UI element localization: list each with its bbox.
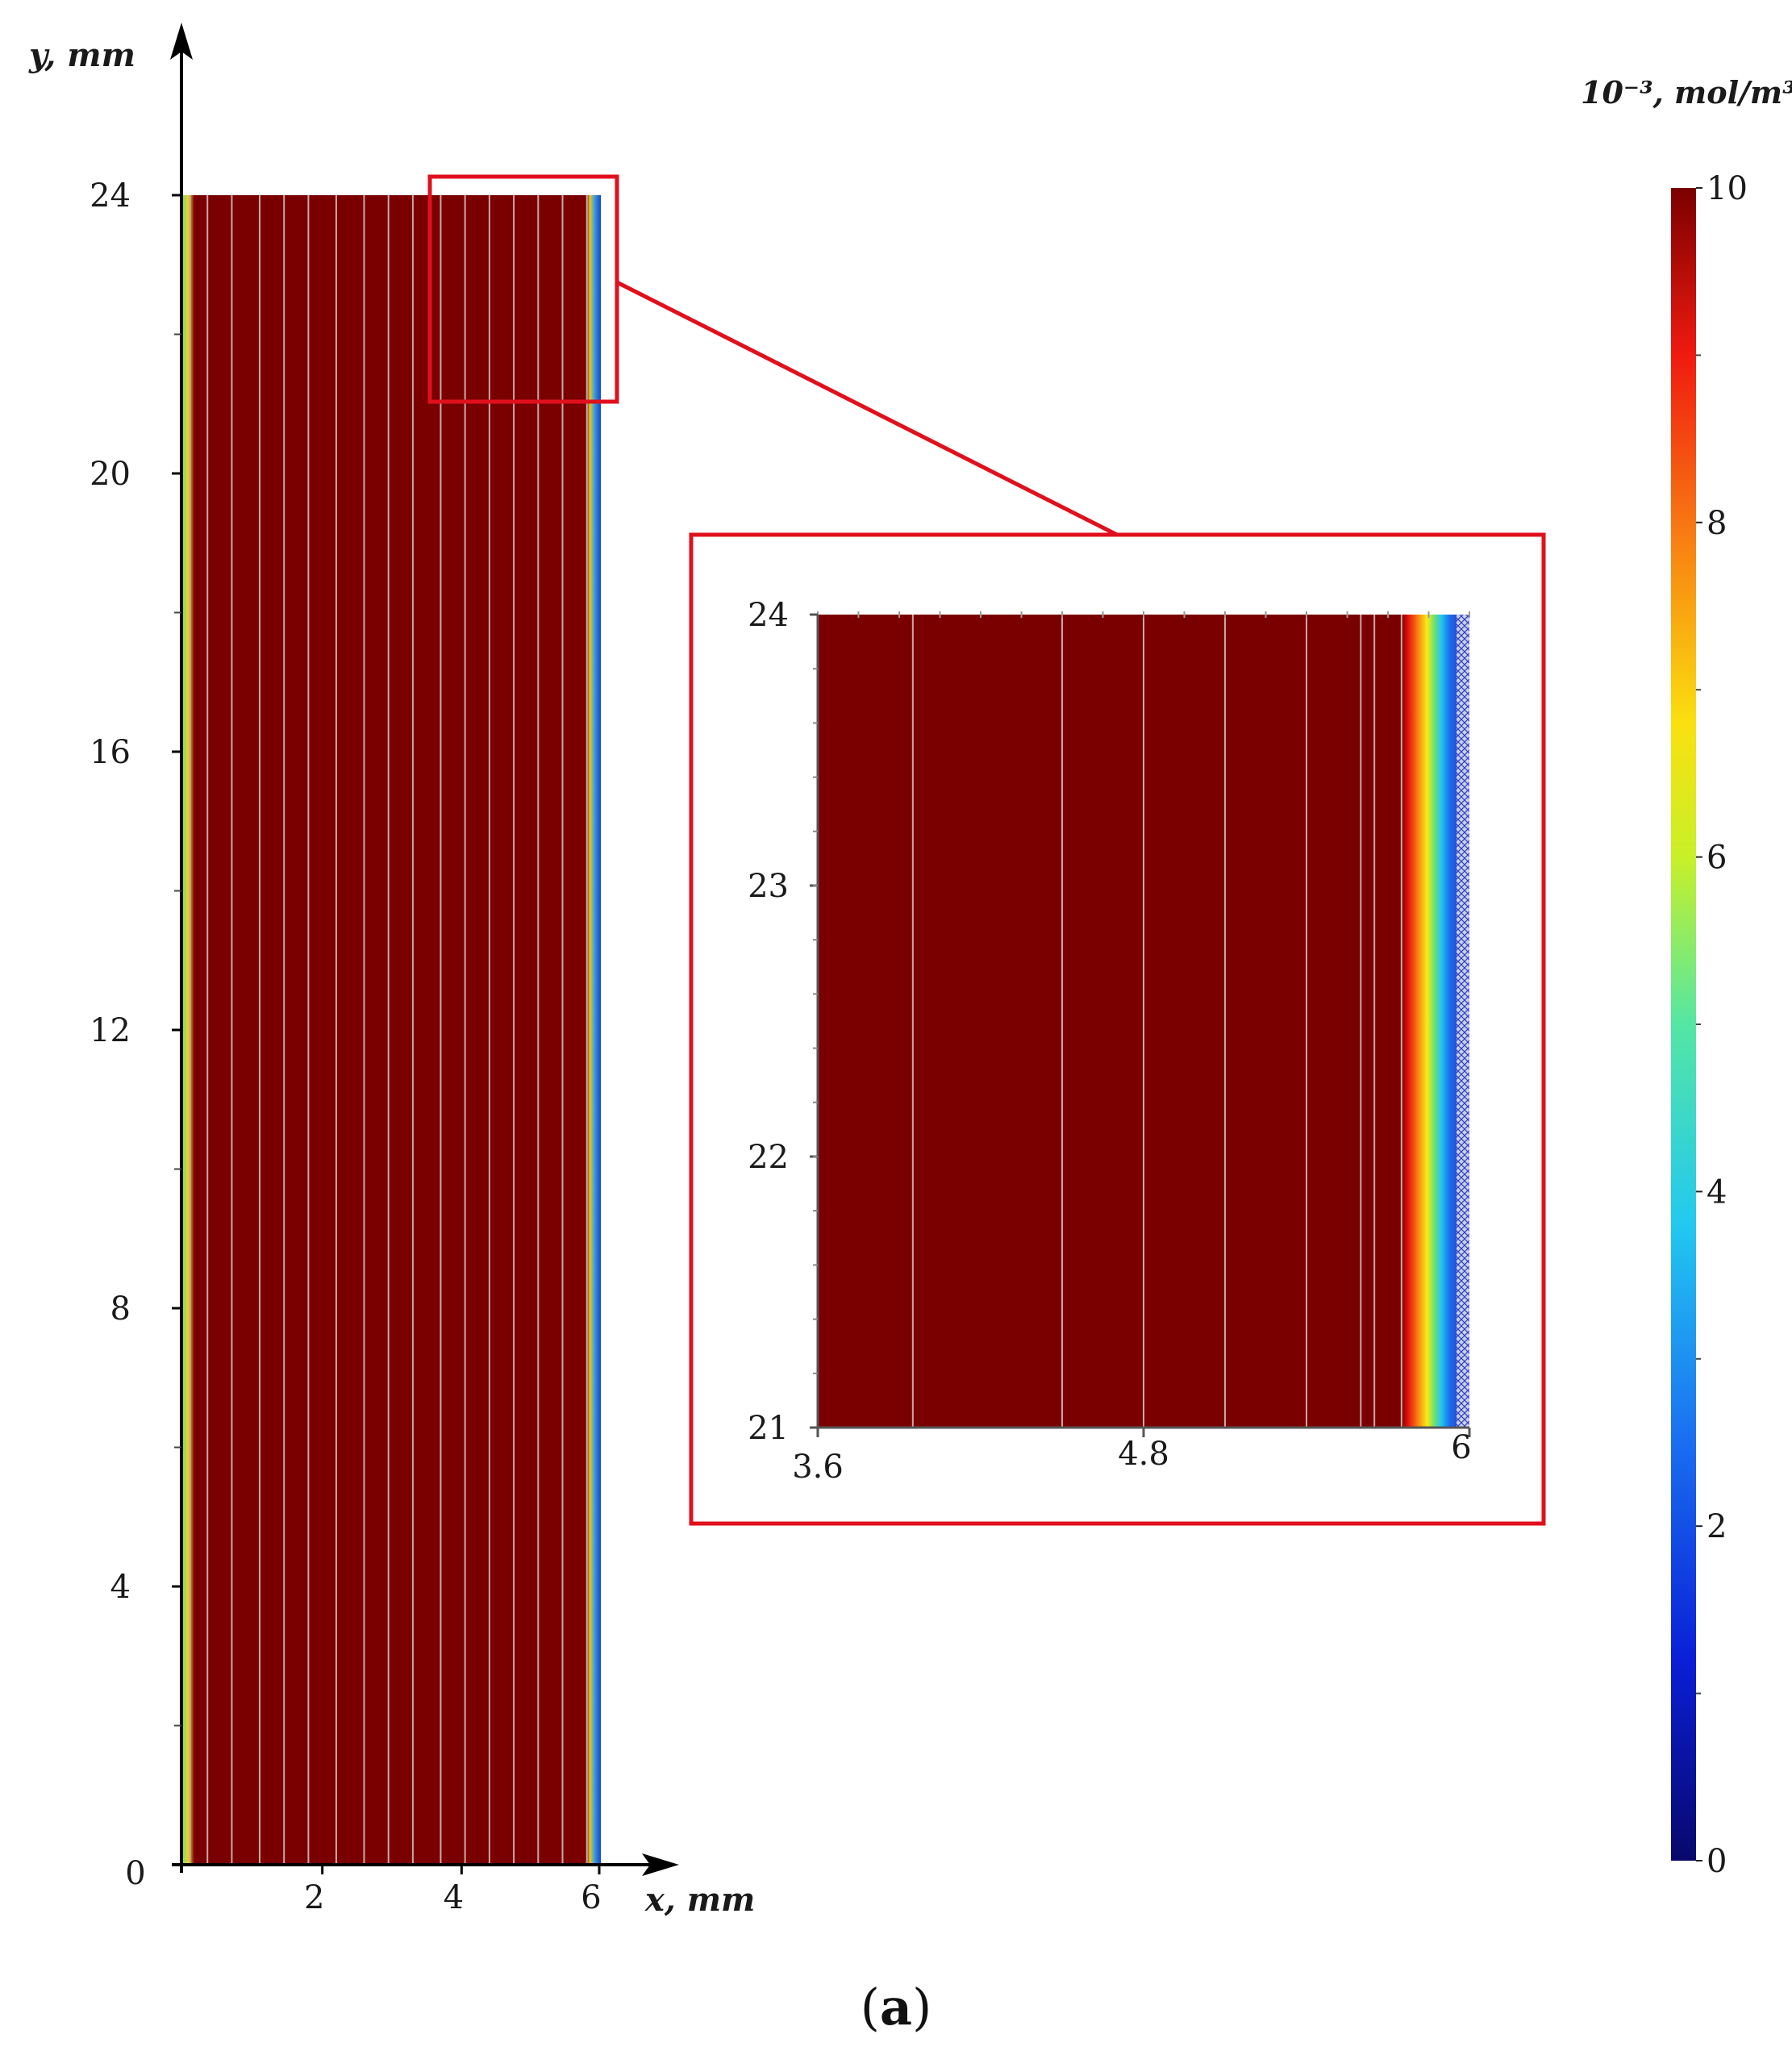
main-mesh-lines — [189, 195, 588, 1863]
colorbar-tick-label: 2 — [1707, 1508, 1727, 1545]
colorbar-ticks: 0 2 4 6 8 10 — [1696, 170, 1748, 1880]
y-axis-arrow-icon — [170, 23, 193, 60]
y-tick-label: 8 — [110, 1290, 131, 1328]
colorbar-unit-label: 10⁻³, mol/m³ — [1581, 74, 1792, 110]
inset-y-ticks: 21 22 23 24 — [748, 597, 818, 1447]
y-tick-label: 24 — [90, 177, 131, 215]
origin-tick-label: 0 — [125, 1855, 145, 1892]
inset-x-tick-label: 6 — [1451, 1429, 1471, 1466]
inset-y-tick-label: 21 — [748, 1410, 789, 1447]
y-tick-label: 20 — [90, 456, 131, 493]
inset-edge-gradient — [1402, 615, 1458, 1428]
colorbar-gradient — [1671, 188, 1696, 1861]
y-tick-label: 16 — [90, 734, 131, 771]
y-axis-label: y, mm — [28, 36, 135, 74]
inset-y-tick-label: 22 — [748, 1139, 789, 1176]
inset-hatched-edge — [1457, 615, 1469, 1428]
zoom-connector-line — [615, 280, 1119, 537]
x-tick-label: 6 — [581, 1879, 601, 1916]
inset-y-tick-label: 24 — [748, 597, 789, 634]
colorbar-tick-label: 6 — [1707, 840, 1727, 877]
colorbar: 10⁻³, mol/m³ 0 2 4 6 8 10 — [1581, 74, 1792, 1880]
inset-zoom-panel: 21 22 23 24 3.6 4.8 6 — [689, 532, 1546, 1526]
colorbar-tick-label: 0 — [1707, 1843, 1727, 1880]
colorbar-tick-label: 10 — [1707, 170, 1748, 207]
inset-x-ticks: 3.6 4.8 6 — [792, 1428, 1472, 1486]
zoom-highlight-box — [427, 174, 619, 404]
main-y-ticks: 04812162024 — [90, 177, 181, 1866]
x-tick-label: 4 — [444, 1879, 464, 1916]
main-right-edge-gradient — [586, 195, 601, 1863]
inset-mesh-lines — [817, 611, 1470, 1428]
inset-x-tick-label: 4.8 — [1118, 1436, 1169, 1473]
inset-x-tick-label: 3.6 — [792, 1449, 844, 1486]
y-tick-label: 4 — [110, 1569, 131, 1606]
x-tick-label: 2 — [304, 1879, 324, 1916]
y-tick-label: 12 — [90, 1012, 131, 1049]
colorbar-tick-label: 4 — [1707, 1174, 1727, 1211]
main-concentration-field — [183, 195, 601, 1863]
main-left-edge-gradient — [183, 195, 194, 1863]
colorbar-tick-label: 8 — [1707, 505, 1727, 542]
x-axis-arrow-icon — [642, 1853, 679, 1876]
inset-y-tick-label: 23 — [748, 868, 789, 905]
x-axis-label: x, mm — [644, 1881, 755, 1919]
main-x-ticks: 2 4 6 0 — [125, 1855, 601, 1916]
figure-caption: (a) — [861, 1978, 932, 2037]
